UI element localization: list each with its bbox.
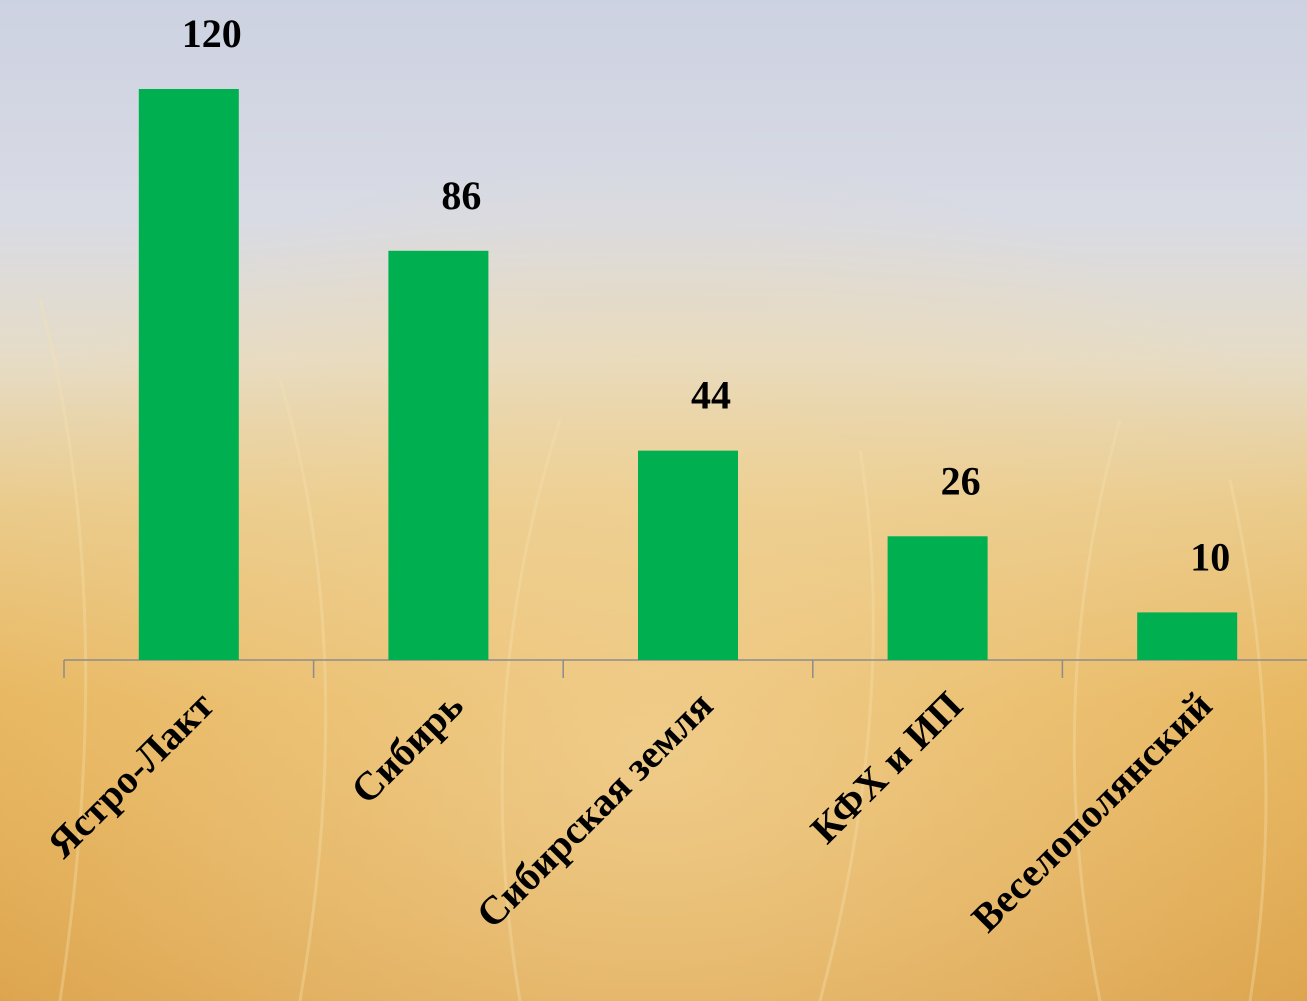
value-label: 86 — [441, 173, 481, 218]
bar — [388, 250, 489, 661]
bar — [1137, 612, 1238, 660]
value-label: 120 — [182, 11, 242, 56]
bar — [138, 89, 239, 660]
value-label: 10 — [1190, 534, 1230, 579]
wheat-streaks — [38, 299, 1268, 1001]
value-label: 26 — [941, 458, 981, 503]
value-label: 44 — [691, 373, 731, 418]
bar — [638, 450, 738, 660]
bar — [887, 536, 988, 660]
